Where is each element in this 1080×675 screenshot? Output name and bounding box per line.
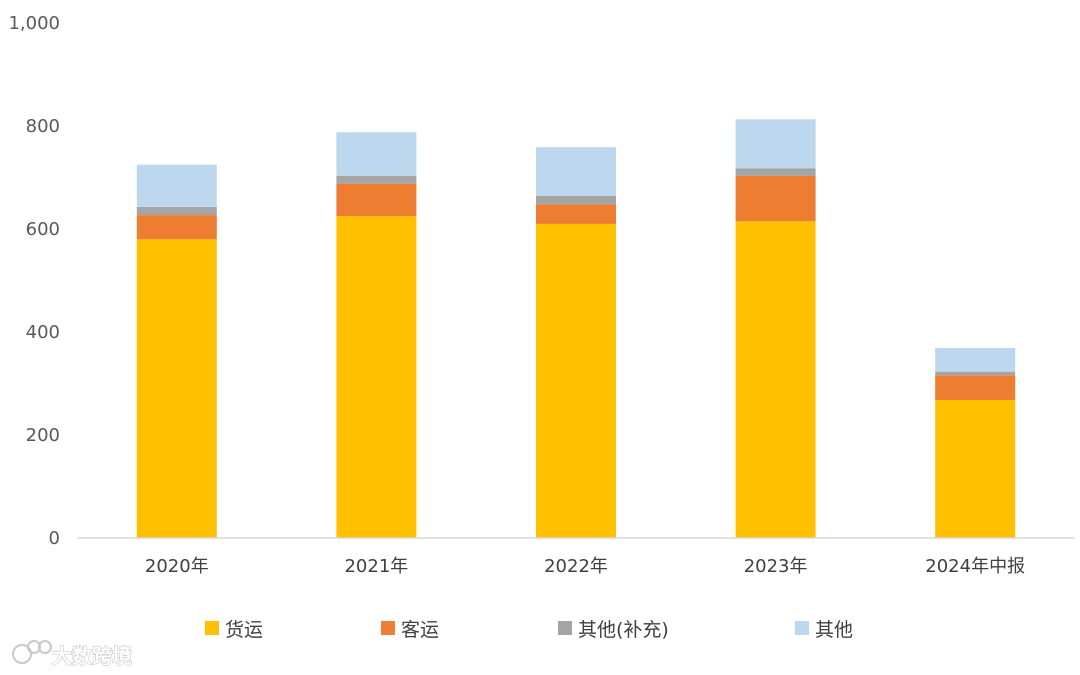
bar-4-5 — [935, 347, 1016, 372]
bar-3-3 — [536, 196, 616, 205]
bar-2-1 — [136, 215, 217, 240]
logo-icon — [12, 640, 52, 664]
bar-3-4 — [735, 168, 816, 176]
bar-2-3 — [536, 204, 616, 224]
legend-label: 其他(补充) — [578, 619, 669, 641]
legend-label: 其他 — [815, 619, 853, 641]
bar-2-5 — [935, 375, 1016, 400]
legend: 货运 客运 其他(补充) 其他 — [205, 619, 853, 641]
x-tick-label: 2021年 — [344, 556, 408, 577]
y-tick-label: 400 — [26, 322, 60, 343]
x-tick-label: 2022年 — [544, 556, 608, 577]
x-tick-label: 2023年 — [744, 556, 808, 577]
watermark-text: 大数跨境 — [52, 644, 132, 668]
x-tick-label: 2024年中报 — [925, 556, 1025, 577]
legend-label: 客运 — [401, 619, 439, 641]
legend-label: 货运 — [225, 619, 263, 641]
bar-1-2 — [336, 216, 417, 538]
bars-group — [136, 119, 1016, 539]
legend-swatch — [205, 621, 219, 635]
x-axis: 2020年 2021年 2022年 2023年 2024年中报 — [145, 556, 1025, 577]
bar-3-1 — [136, 206, 217, 216]
legend-swatch — [558, 621, 572, 635]
y-tick-label: 0 — [49, 528, 60, 549]
bar-4-4 — [735, 119, 816, 169]
bar-4-1 — [136, 164, 217, 207]
bar-4-3 — [536, 147, 616, 197]
y-tick-label: 1,000 — [8, 13, 60, 34]
y-tick-label: 200 — [26, 425, 60, 446]
bar-1-5 — [935, 399, 1016, 538]
bar-1-4 — [735, 221, 816, 538]
watermark: 大数跨境 — [12, 640, 133, 669]
bar-2-2 — [336, 183, 417, 217]
legend-swatch — [381, 621, 395, 635]
y-tick-label: 600 — [26, 219, 60, 240]
bar-3-5 — [935, 371, 1016, 376]
bar-2-4 — [735, 175, 816, 222]
bar-1-3 — [536, 223, 616, 538]
x-tick-label: 2020年 — [145, 556, 209, 577]
bar-4-2 — [336, 132, 417, 176]
legend-swatch — [795, 621, 809, 635]
y-axis: 0 200 400 600 800 1,000 — [8, 13, 60, 549]
bar-1-1 — [136, 239, 217, 539]
y-tick-label: 800 — [26, 116, 60, 137]
bar-3-2 — [336, 175, 417, 184]
